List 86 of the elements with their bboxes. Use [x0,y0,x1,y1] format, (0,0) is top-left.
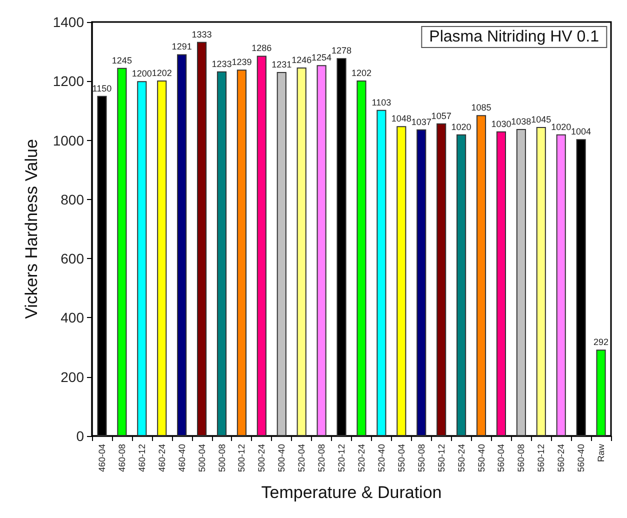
y-tick-label: 400 [60,310,84,326]
x-tick-label: 520-12 [336,444,347,472]
bar [137,81,147,436]
data-label: 1020 [451,122,472,132]
bar [356,80,366,436]
x-tick-label: 500-24 [256,444,267,472]
x-tick-label: 560-08 [516,444,526,472]
x-tick-label: 500-08 [216,444,227,472]
x-tick-label: 500-04 [196,444,207,472]
x-tick-label: Raw [596,444,606,462]
bar [197,42,207,436]
x-tick-label: 550-08 [416,444,426,472]
bar [516,129,526,436]
x-tick-label: 550-24 [456,444,466,472]
data-label: 1200 [132,68,152,79]
bar [157,80,167,436]
y-tick-label: 1200 [52,73,84,90]
data-label: 1233 [212,58,232,69]
x-tick-label: 560-40 [576,444,586,472]
data-label: 1291 [172,42,192,52]
data-label: 1020 [551,122,572,132]
bar [556,134,566,436]
x-tick-label: 500-40 [276,444,287,472]
x-tick-label: 550-40 [476,444,486,472]
y-tick-label: 600 [60,250,84,267]
x-tick-label: 550-04 [396,444,406,472]
data-label: 1202 [351,68,372,78]
y-axis-title: Vickers Hardness Value [22,139,41,319]
data-label: 1057 [431,110,452,121]
data-label: 1286 [252,43,272,54]
bar [456,134,466,436]
data-label: 292 [594,337,609,348]
bar [276,72,286,436]
bar [476,115,486,436]
data-label: 1004 [571,126,592,137]
x-tick-label: 560-24 [556,444,566,472]
y-tick-label: 1400 [52,14,84,30]
bar [296,68,306,436]
x-tick-label: 520-24 [356,444,366,472]
data-label: 1239 [232,57,252,68]
bar [376,110,386,436]
data-label: 1245 [112,55,132,66]
x-tick-label: 460-04 [96,444,107,472]
bar [496,131,506,436]
bar [177,54,187,436]
x-tick-label: 460-40 [176,444,187,472]
bar [596,350,606,436]
bar [236,70,246,436]
bar [536,126,546,436]
x-tick-label: 520-04 [296,444,307,472]
bar [256,56,266,436]
bar [117,68,127,436]
data-label: 1038 [511,116,532,127]
data-label: 1037 [411,116,432,127]
bar [416,129,426,436]
bar [396,126,406,436]
data-label: 1103 [372,97,392,108]
x-axis-title: Temperature & Duration [261,483,442,502]
x-tick-label: 520-40 [376,444,386,472]
data-label: 1048 [391,114,412,124]
bar [216,71,227,436]
data-label: 1254 [312,52,332,63]
x-tick-label: 560-04 [496,444,506,472]
x-tick-label: 560-12 [536,444,546,472]
data-label: 1030 [491,118,512,129]
y-tick-label: 800 [60,191,84,208]
x-tick-label: 500-12 [236,444,247,472]
data-label: 1231 [272,59,292,70]
data-label: 1333 [192,29,212,40]
data-label: 1246 [292,55,312,66]
y-tick-label: 1000 [52,132,84,148]
x-tick-label: 550-12 [436,444,446,472]
x-tick-label: 460-24 [156,444,167,472]
bar [436,123,446,436]
chart-title: Plasma Nitriding HV 0.1 [429,28,600,46]
data-label: 1150 [92,83,112,94]
data-label: 1202 [152,68,172,78]
y-tick-label: 200 [60,368,84,385]
bar [316,65,326,436]
x-tick-label: 460-12 [136,444,147,472]
x-tick-label: 460-08 [116,444,127,472]
y-tick-label: 0 [76,428,84,444]
data-label: 1045 [531,114,552,124]
data-label: 1085 [471,102,492,113]
data-label: 1278 [332,46,352,56]
x-tick-label: 520-08 [316,444,327,472]
